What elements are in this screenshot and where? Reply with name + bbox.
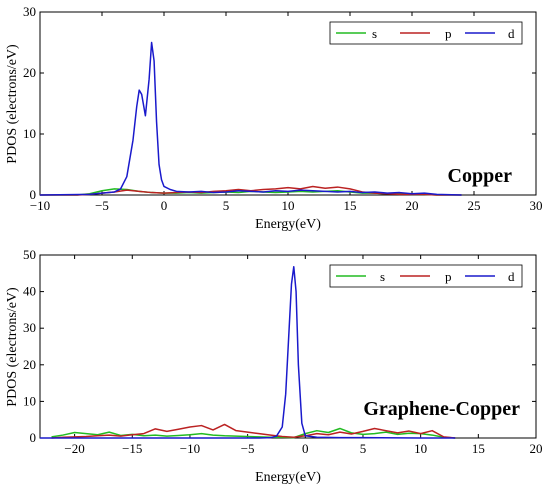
legend-label-p-2: p — [445, 269, 452, 284]
x-tick-label: 0 — [302, 441, 309, 456]
legend-label-d-2: d — [508, 269, 515, 284]
y-tick-label: 50 — [23, 247, 36, 262]
y-tick-label: 0 — [30, 430, 37, 445]
y-axis-label-copper: PDOS (electrons/eV) — [5, 44, 20, 164]
series-line-d-graphene-copper — [40, 265, 456, 439]
y-ticks-graphene-copper: 0 10 20 30 40 50 — [23, 247, 536, 445]
annotation-graphene-copper: Graphene-Copper — [363, 398, 520, 420]
y-tick-label: 30 — [23, 320, 36, 335]
x-tick-label: −10 — [30, 198, 50, 213]
x-tick-label: 20 — [406, 198, 419, 213]
x-tick-label: 5 — [223, 198, 230, 213]
x-tick-label: −15 — [122, 441, 142, 456]
legend-label-d: d — [508, 26, 515, 41]
y-axis-label-graphene-copper: PDOS (electrons/eV) — [5, 287, 20, 407]
x-ticks-graphene-copper: −20 −15 −10 −5 0 5 10 15 20 — [64, 255, 543, 456]
series-lines-copper — [39, 41, 462, 196]
y-tick-label: 40 — [23, 284, 36, 299]
x-tick-label: 10 — [414, 441, 427, 456]
series-line-p-copper — [40, 185, 462, 196]
legend-graphene-copper: s p d — [329, 264, 523, 288]
annotation-copper: Copper — [448, 165, 513, 187]
x-tick-label: −5 — [95, 198, 109, 213]
x-tick-label: 15 — [472, 441, 485, 456]
legend-label-s-2: s — [380, 269, 385, 284]
x-tick-label: 5 — [360, 441, 367, 456]
series-lines-graphene-copper — [40, 265, 456, 439]
legend-copper: s p d — [329, 21, 523, 45]
y-tick-label: 10 — [23, 126, 36, 141]
chart-copper: −10 −5 0 5 10 15 20 25 30 0 10 20 30 Energy(eV) PDO… — [5, 4, 543, 232]
legend-label-p: p — [445, 26, 452, 41]
x-axis-label-graphene-copper: Energy(eV) — [255, 470, 321, 485]
y-tick-label: 20 — [23, 357, 36, 372]
chart-graphene-copper: −20 −15 −10 −5 0 5 10 15 20 0 10 20 30 40 50 Energy(e… — [5, 247, 543, 485]
series-line-d-copper — [39, 41, 462, 196]
x-tick-label: −20 — [64, 441, 84, 456]
legend-label-s: s — [372, 26, 377, 41]
x-tick-label: 15 — [344, 198, 357, 213]
y-tick-label: 20 — [23, 65, 36, 80]
x-tick-label: 0 — [161, 198, 168, 213]
y-tick-label: 30 — [23, 4, 36, 19]
y-tick-label: 0 — [30, 187, 37, 202]
x-tick-label: 10 — [282, 198, 295, 213]
x-ticks-copper: −10 −5 0 5 10 15 20 25 30 — [30, 12, 543, 213]
x-tick-label: 20 — [530, 441, 543, 456]
series-line-p-graphene-copper — [51, 423, 456, 439]
x-tick-label: 30 — [530, 198, 543, 213]
series-line-s-graphene-copper — [51, 427, 456, 439]
y-ticks-copper: 0 10 20 30 — [23, 4, 536, 202]
y-tick-label: 10 — [23, 393, 36, 408]
x-axis-label-copper: Energy(eV) — [255, 217, 321, 232]
x-tick-label: −10 — [180, 441, 200, 456]
x-tick-label: 25 — [468, 198, 481, 213]
x-tick-label: −5 — [241, 441, 255, 456]
